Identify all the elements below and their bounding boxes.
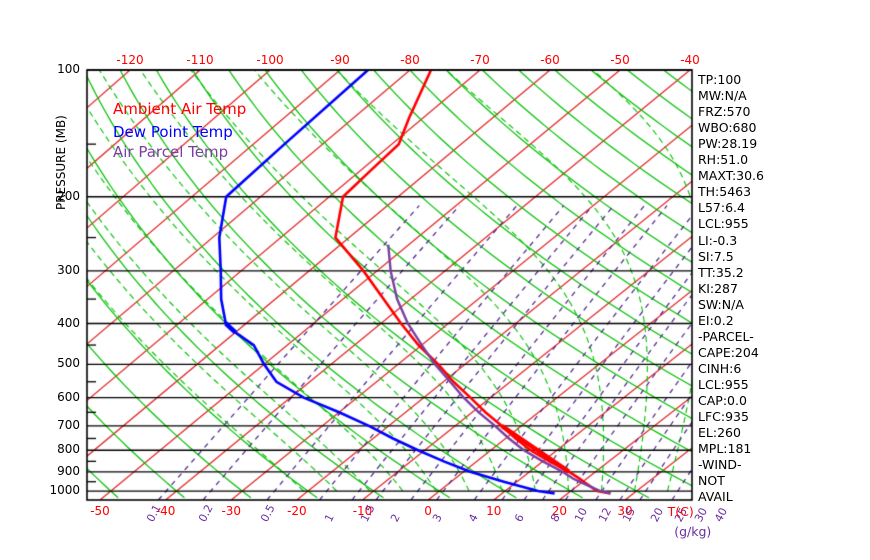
pressure-tick-400: 400 [57,315,80,330]
bottom-temp-tick--10: -10 [352,504,373,518]
bottom-temp-tick--20: -20 [287,504,307,518]
parameter-2: FRZ:570 [698,104,751,120]
top-temp-tick--70: -70 [470,53,490,67]
bottom-temp-tick--50: -50 [90,504,110,518]
pressure-tick-500: 500 [57,356,80,371]
parameter-24: -WIND- [698,457,742,473]
pressure-tick-200: 200 [57,188,80,203]
bottom-temp-tick-20: 20 [551,504,568,518]
parameter-11: SI:7.5 [698,248,734,264]
top-temp-tick--90: -90 [330,53,350,67]
legend-air-parcel-temp: Air Parcel Temp [113,143,229,161]
pressure-tick-600: 600 [57,389,80,404]
parameter-3: WBO:680 [698,120,757,136]
parameter-14: SW:N/A [698,296,744,312]
parameter-13: KI:287 [698,280,738,296]
parameter-7: TH:5463 [698,184,752,200]
parameter-5: RH:51.0 [698,152,749,168]
pressure-tick-1000: 1000 [49,483,80,498]
parameter-18: CINH:6 [698,360,742,376]
pressure-tick-100: 100 [57,62,80,76]
pressure-tick-700: 700 [57,417,80,432]
parameter-21: LFC:935 [698,409,749,425]
bottom-temp-tick-10: 10 [486,504,502,518]
mixing-ratio-unit-label: (g/kg) [674,524,712,539]
bottom-temp-tick--40: -40 [155,504,176,518]
top-temp-tick--40: -40 [680,53,700,67]
parameter-1: MW:N/A [698,88,747,104]
parameter-0: TP:100 [698,72,742,87]
pressure-tick-900: 900 [57,463,80,478]
parameter-12: TT:35.2 [698,264,744,280]
parameter-8: L57:6.4 [698,200,745,216]
top-temp-tick--120: -120 [116,53,144,67]
parameter-23: MPL:181 [698,441,752,457]
pressure-tick-800: 800 [57,442,80,457]
parameter-10: LI:-0.3 [698,232,738,248]
parameter-25: NOT [698,473,725,489]
top-temp-tick--80: -80 [400,53,420,67]
parameter-15: EI:0.2 [698,312,734,328]
parameter-6: MAXT:30.6 [698,168,764,184]
top-temp-tick--60: -60 [540,53,560,67]
parameter-22: EL:260 [698,425,741,441]
bottom-temp-tick--30: -30 [221,504,242,518]
parameter-20: CAP:0.0 [698,393,747,408]
top-temp-tick--100: -100 [256,53,284,67]
bottom-temp-tick-0: 0 [424,504,432,518]
parameter-19: LCL:955 [698,376,749,392]
legend-dew-point-temp: Dew Point Temp [113,123,233,141]
temperature-unit-label: T(C) [667,504,694,519]
top-temp-tick--50: -50 [610,53,630,67]
pressure-tick-300: 300 [57,262,80,277]
bottom-temp-tick-30: 30 [617,504,633,518]
parameter-26: AVAIL [698,489,733,505]
parameter-17: CAPE:204 [698,344,759,360]
parameter-9: LCL:955 [698,216,749,232]
legend-ambient-air-temp: Ambient Air Temp [113,100,247,118]
top-temp-tick--110: -110 [186,53,214,67]
parameter-4: PW:28.19 [698,136,758,152]
parameter-16: -PARCEL- [698,328,754,344]
